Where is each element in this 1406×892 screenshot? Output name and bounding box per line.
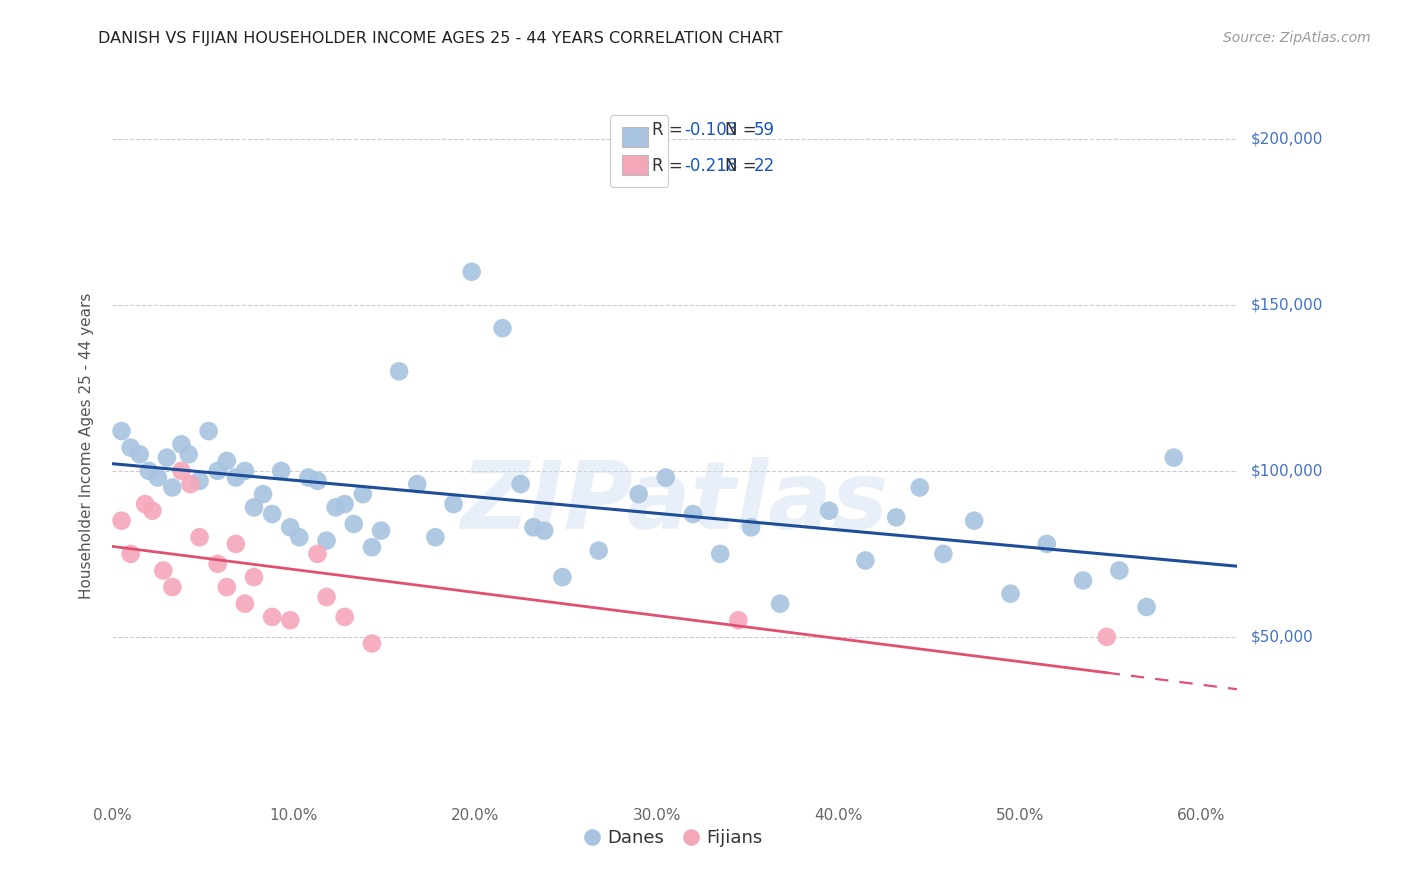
Point (197, 424, 219, 438)
Point (315, 533, 337, 548)
Text: ZIPatlas: ZIPatlas (461, 457, 889, 549)
Text: -0.103: -0.103 (683, 121, 737, 139)
Point (188, 530, 211, 544)
Point (588, 543, 610, 558)
Point (727, 613, 749, 627)
Point (207, 557, 229, 571)
Point (627, 487, 650, 501)
Point (170, 437, 193, 451)
Point (288, 530, 311, 544)
Point (156, 450, 179, 465)
Point (188, 474, 211, 488)
Point (443, 497, 465, 511)
Point (1108, 564, 1130, 578)
Point (388, 364, 411, 378)
Point (769, 597, 792, 611)
Point (333, 497, 356, 511)
Point (406, 477, 429, 491)
Y-axis label: Householder Income Ages 25 - 44 years: Householder Income Ages 25 - 44 years (79, 293, 94, 599)
Point (128, 447, 150, 461)
Point (152, 564, 174, 578)
Point (307, 474, 329, 488)
Point (110, 424, 132, 438)
Point (233, 464, 256, 478)
Text: N =: N = (725, 157, 762, 175)
Point (179, 477, 201, 491)
Point (1036, 537, 1059, 551)
Point (1071, 574, 1094, 588)
Point (370, 524, 392, 538)
Point (134, 497, 156, 511)
Point (682, 507, 704, 521)
Text: R =: R = (652, 157, 689, 175)
Point (177, 447, 200, 461)
Point (110, 514, 132, 528)
Text: 22: 22 (754, 157, 775, 175)
Text: $100,000: $100,000 (1251, 463, 1323, 478)
Point (252, 487, 274, 501)
Point (908, 481, 931, 495)
Point (233, 597, 256, 611)
Point (262, 507, 284, 521)
Point (460, 265, 482, 279)
Point (162, 481, 184, 495)
Point (884, 510, 907, 524)
Text: R =: R = (652, 121, 689, 139)
Point (352, 487, 374, 501)
Text: Source: ZipAtlas.com: Source: ZipAtlas.com (1223, 31, 1371, 45)
Point (522, 520, 544, 534)
Text: $200,000: $200,000 (1251, 131, 1323, 146)
Text: N =: N = (725, 121, 762, 139)
Point (361, 540, 384, 554)
Point (343, 516, 366, 531)
Point (853, 553, 876, 567)
Point (818, 504, 841, 518)
Text: $50,000: $50,000 (1251, 630, 1315, 644)
Point (146, 470, 169, 484)
Point (1095, 630, 1118, 644)
Point (315, 590, 337, 604)
Point (509, 477, 531, 491)
Point (1000, 587, 1022, 601)
Point (243, 570, 266, 584)
Point (297, 470, 319, 484)
Legend: Danes, Fijians: Danes, Fijians (581, 822, 769, 855)
Point (243, 500, 266, 515)
Point (262, 610, 284, 624)
Point (215, 580, 238, 594)
Text: $150,000: $150,000 (1251, 297, 1323, 312)
Point (278, 520, 301, 534)
Point (307, 547, 329, 561)
Text: 59: 59 (754, 121, 775, 139)
Point (709, 547, 731, 561)
Point (278, 613, 301, 627)
Point (963, 514, 986, 528)
Point (425, 530, 447, 544)
Point (655, 470, 678, 484)
Point (120, 547, 142, 561)
Point (740, 520, 762, 534)
Point (361, 636, 384, 650)
Point (162, 580, 184, 594)
Point (120, 441, 142, 455)
Point (533, 524, 555, 538)
Text: -0.218: -0.218 (683, 157, 737, 175)
Point (932, 547, 955, 561)
Point (141, 504, 163, 518)
Point (170, 464, 193, 478)
Point (1135, 599, 1157, 614)
Point (551, 570, 574, 584)
Point (215, 454, 238, 468)
Point (325, 500, 347, 515)
Text: DANISH VS FIJIAN HOUSEHOLDER INCOME AGES 25 - 44 YEARS CORRELATION CHART: DANISH VS FIJIAN HOUSEHOLDER INCOME AGES… (98, 31, 783, 46)
Point (225, 537, 247, 551)
Point (270, 464, 292, 478)
Point (333, 610, 356, 624)
Point (225, 470, 247, 484)
Point (1163, 450, 1185, 465)
Point (491, 321, 513, 335)
Point (207, 464, 229, 478)
Point (138, 464, 160, 478)
